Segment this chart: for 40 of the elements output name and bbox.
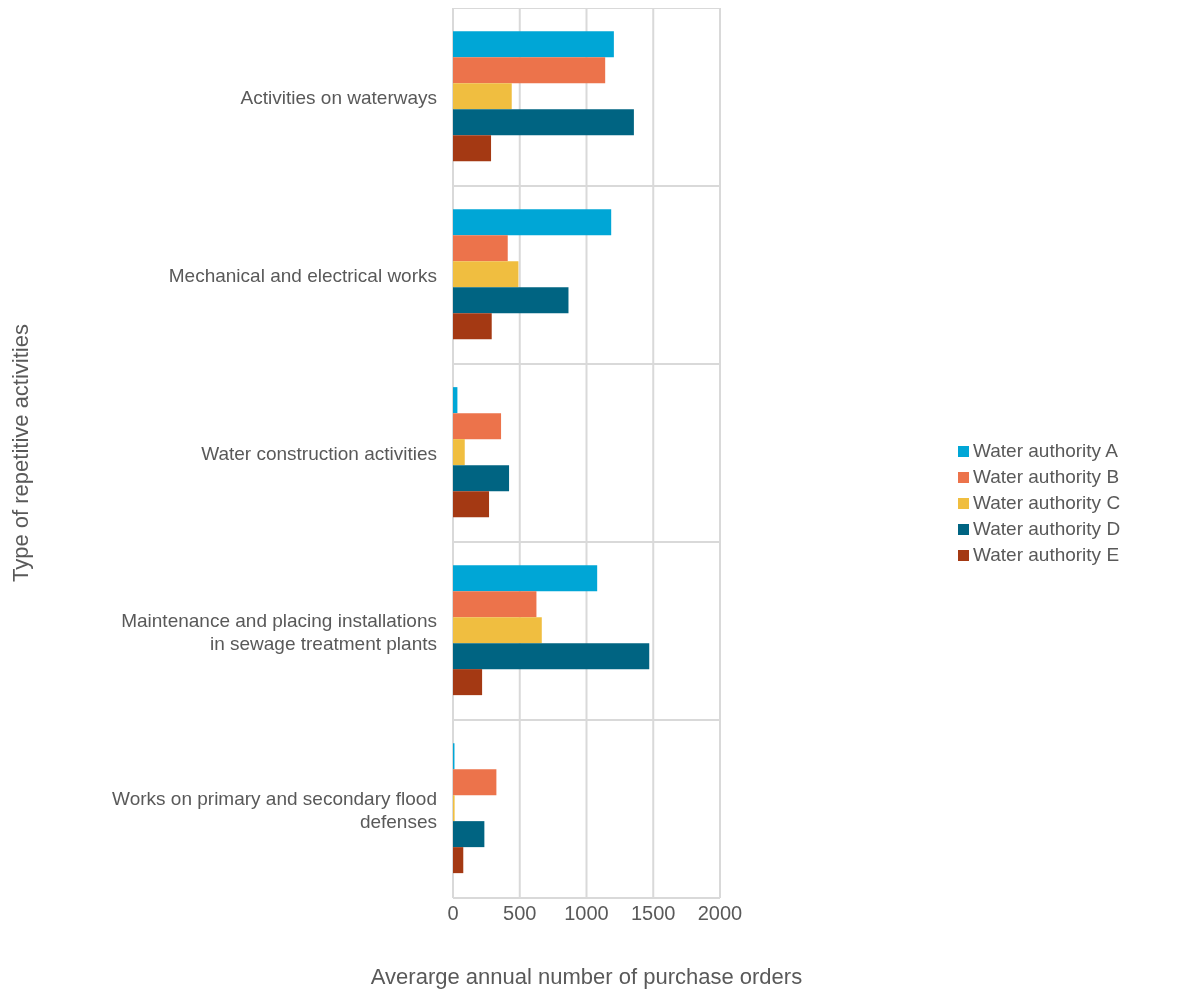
x-axis-title: Averarge annual number of purchase orders (370, 964, 803, 989)
bar (453, 643, 650, 670)
bar (453, 591, 537, 618)
bar (453, 109, 634, 136)
bar (453, 847, 464, 874)
bar (453, 439, 465, 466)
bar (453, 565, 598, 592)
bar (453, 465, 510, 492)
bar (453, 313, 492, 340)
legend-label: Water authority C (973, 492, 1121, 513)
bar (453, 617, 542, 644)
x-tick-label: 1500 (631, 902, 676, 925)
x-tick-label: 2000 (697, 902, 743, 925)
bar (453, 821, 485, 848)
bar (453, 135, 492, 162)
x-tick-label: 0 (447, 902, 459, 925)
y-tick-label: Activities on waterways (240, 86, 437, 108)
y-axis-title: Type of repetitive activities (8, 323, 34, 584)
bar (453, 83, 512, 110)
bar (453, 491, 490, 518)
bar (453, 669, 483, 696)
bar (453, 261, 519, 288)
bar (453, 387, 458, 414)
bar (453, 287, 569, 314)
y-tick-label: Works on primary and secondary flood defenses (112, 787, 437, 831)
legend-label: Water authority A (973, 440, 1119, 461)
x-tick-label: 1000 (564, 902, 609, 925)
y-tick-label: Maintenance and placing installations in sewage treatment plants (121, 609, 437, 653)
y-tick-label: Mechanical and electrical works (168, 264, 437, 286)
bar (453, 57, 606, 84)
legend-label: Water authority B (973, 466, 1120, 487)
bar (453, 413, 502, 440)
legend-label: Water authority D (973, 518, 1121, 539)
bar (453, 209, 612, 236)
legend-label: Water authority E (973, 544, 1120, 565)
bar (453, 235, 508, 262)
y-tick-label: Water construction activities (201, 442, 437, 464)
bar (453, 31, 614, 58)
bar (453, 769, 497, 796)
x-tick-label: 500 (503, 902, 537, 925)
